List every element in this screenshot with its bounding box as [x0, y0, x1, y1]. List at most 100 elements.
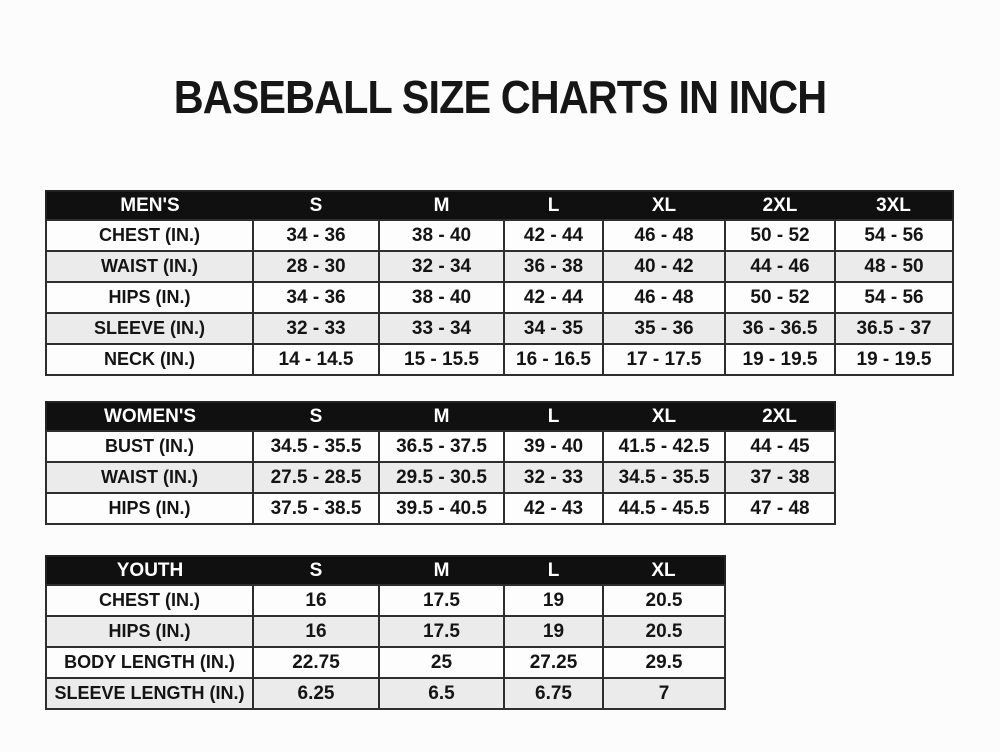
size-value-cell: 50 - 52: [724, 219, 836, 252]
size-value-cell: 47 - 48: [724, 492, 836, 525]
row-label: HIPS (IN.): [45, 281, 254, 314]
size-column-header: S: [253, 402, 379, 431]
size-value-cell: 37.5 - 38.5: [252, 492, 380, 525]
size-value-cell: 48 - 50: [834, 250, 954, 283]
size-column-header: 2XL: [725, 402, 835, 431]
size-value-cell: 42 - 44: [503, 281, 604, 314]
size-value-cell: 37 - 38: [724, 461, 836, 494]
youth-table-title: YOUTH: [46, 556, 253, 585]
size-value-cell: 39.5 - 40.5: [378, 492, 505, 525]
youth-size-table: YOUTH S M L XL CHEST (IN.) 16 17.5 19 20.5 HIPS (I…: [45, 555, 726, 710]
table-row: NECK (IN.) 14 - 14.5 15 - 15.5 16 - 16.5 17 …: [45, 343, 954, 376]
size-value-cell: 16: [252, 615, 380, 648]
size-value-cell: 6.5: [378, 677, 505, 710]
size-value-cell: 44 - 45: [724, 430, 836, 463]
size-value-cell: 46 - 48: [602, 281, 726, 314]
row-label: CHEST (IN.): [45, 219, 254, 252]
mens-header-row: MEN'S S M L XL 2XL 3XL: [46, 191, 953, 220]
size-column-header: XL: [603, 402, 725, 431]
row-label: HIPS (IN.): [45, 492, 254, 525]
size-value-cell: 34 - 36: [252, 219, 380, 252]
size-value-cell: 32 - 33: [503, 461, 604, 494]
size-value-cell: 20.5: [602, 584, 726, 617]
size-value-cell: 19: [503, 584, 604, 617]
page-title: BASEBALL SIZE CHARTS IN INCH: [173, 71, 827, 123]
table-row: SLEEVE (IN.) 32 - 33 33 - 34 34 - 35 35 - 36…: [45, 312, 954, 345]
table-row: BUST (IN.) 34.5 - 35.5 36.5 - 37.5 39 - 40 4…: [45, 430, 836, 463]
size-column-header: L: [504, 556, 603, 585]
size-value-cell: 32 - 34: [378, 250, 505, 283]
size-value-cell: 38 - 40: [378, 281, 505, 314]
size-value-cell: 15 - 15.5: [378, 343, 505, 376]
size-column-header: XL: [603, 556, 725, 585]
size-value-cell: 42 - 43: [503, 492, 604, 525]
table-row: CHEST (IN.) 16 17.5 19 20.5: [45, 584, 726, 617]
size-value-cell: 32 - 33: [252, 312, 380, 345]
size-value-cell: 38 - 40: [378, 219, 505, 252]
size-value-cell: 19: [503, 615, 604, 648]
size-value-cell: 34.5 - 35.5: [252, 430, 380, 463]
size-value-cell: 41.5 - 42.5: [602, 430, 726, 463]
size-value-cell: 36 - 38: [503, 250, 604, 283]
size-value-cell: 46 - 48: [602, 219, 726, 252]
size-value-cell: 29.5: [602, 646, 726, 679]
table-row: CHEST (IN.) 34 - 36 38 - 40 42 - 44 46 - 48 5…: [45, 219, 954, 252]
size-column-header: XL: [603, 191, 725, 220]
mens-table-title: MEN'S: [46, 191, 253, 220]
youth-header-row: YOUTH S M L XL: [46, 556, 725, 585]
table-row: HIPS (IN.) 16 17.5 19 20.5: [45, 615, 726, 648]
size-value-cell: 17.5: [378, 615, 505, 648]
size-value-cell: 40 - 42: [602, 250, 726, 283]
size-value-cell: 7: [602, 677, 726, 710]
row-label: BUST (IN.): [45, 430, 254, 463]
row-label: CHEST (IN.): [45, 584, 254, 617]
table-row: WAIST (IN.) 27.5 - 28.5 29.5 - 30.5 32 - 33…: [45, 461, 836, 494]
size-column-header: L: [504, 191, 603, 220]
size-value-cell: 28 - 30: [252, 250, 380, 283]
table-row: WAIST (IN.) 28 - 30 32 - 34 36 - 38 40 - 42 4…: [45, 250, 954, 283]
womens-header-row: WOMEN'S S M L XL 2XL: [46, 402, 835, 431]
size-value-cell: 19 - 19.5: [834, 343, 954, 376]
size-value-cell: 54 - 56: [834, 219, 954, 252]
size-column-header: S: [253, 191, 379, 220]
table-row: BODY LENGTH (IN.) 22.75 25 27.25 29.5: [45, 646, 726, 679]
size-value-cell: 42 - 44: [503, 219, 604, 252]
size-value-cell: 20.5: [602, 615, 726, 648]
size-value-cell: 33 - 34: [378, 312, 505, 345]
size-value-cell: 36 - 36.5: [724, 312, 836, 345]
size-value-cell: 19 - 19.5: [724, 343, 836, 376]
table-row: SLEEVE LENGTH (IN.) 6.25 6.5 6.75 7: [45, 677, 726, 710]
size-column-header: M: [379, 191, 504, 220]
size-column-header: 3XL: [835, 191, 953, 220]
size-value-cell: 17.5: [378, 584, 505, 617]
size-value-cell: 29.5 - 30.5: [378, 461, 505, 494]
size-column-header: L: [504, 402, 603, 431]
size-value-cell: 34 - 35: [503, 312, 604, 345]
size-value-cell: 39 - 40: [503, 430, 604, 463]
size-value-cell: 25: [378, 646, 505, 679]
row-label: SLEEVE (IN.): [45, 312, 254, 345]
size-value-cell: 34.5 - 35.5: [602, 461, 726, 494]
size-column-header: 2XL: [725, 191, 835, 220]
size-value-cell: 44.5 - 45.5: [602, 492, 726, 525]
table-row: HIPS (IN.) 34 - 36 38 - 40 42 - 44 46 - 48 50…: [45, 281, 954, 314]
size-value-cell: 36.5 - 37: [834, 312, 954, 345]
size-column-header: S: [253, 556, 379, 585]
size-value-cell: 35 - 36: [602, 312, 726, 345]
size-value-cell: 16: [252, 584, 380, 617]
womens-size-table: WOMEN'S S M L XL 2XL BUST (IN.) 34.5 - 35.5 36.5…: [45, 401, 836, 525]
row-label: SLEEVE LENGTH (IN.): [45, 677, 254, 710]
size-value-cell: 6.25: [252, 677, 380, 710]
womens-table-title: WOMEN'S: [46, 402, 253, 431]
size-value-cell: 6.75: [503, 677, 604, 710]
row-label: WAIST (IN.): [45, 250, 254, 283]
size-value-cell: 34 - 36: [252, 281, 380, 314]
table-row: HIPS (IN.) 37.5 - 38.5 39.5 - 40.5 42 - 43 4…: [45, 492, 836, 525]
row-label: BODY LENGTH (IN.): [45, 646, 254, 679]
row-label: NECK (IN.): [45, 343, 254, 376]
row-label: HIPS (IN.): [45, 615, 254, 648]
size-value-cell: 17 - 17.5: [602, 343, 726, 376]
size-value-cell: 50 - 52: [724, 281, 836, 314]
size-value-cell: 27.5 - 28.5: [252, 461, 380, 494]
